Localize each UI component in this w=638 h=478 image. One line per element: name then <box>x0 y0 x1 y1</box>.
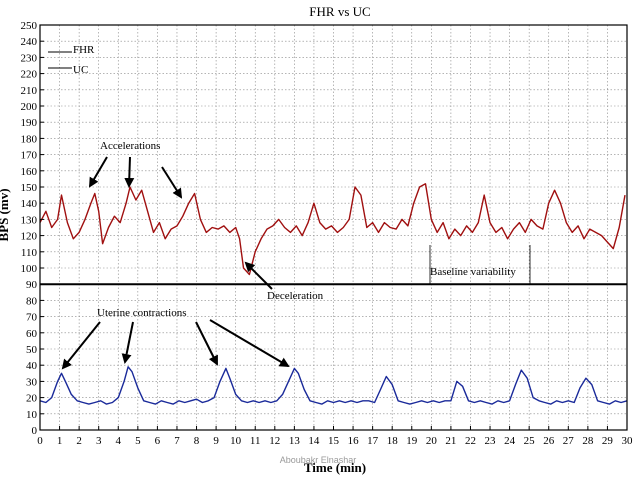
x-tick-label-16: 16 <box>348 435 360 447</box>
y-tick-label-0: 0 <box>32 425 38 437</box>
legend: FHR UC <box>48 44 95 76</box>
x-tick-label-5: 5 <box>135 435 141 447</box>
arrow-uc-2 <box>121 321 134 364</box>
x-tick-label-10: 10 <box>230 435 242 447</box>
y-tick-label-120: 120 <box>21 231 38 243</box>
arrow-acceleration-1 <box>88 156 108 188</box>
y-tick-label-180: 180 <box>21 133 38 145</box>
y-tick-label-200: 200 <box>21 101 38 113</box>
arrow-acceleration-2 <box>124 156 135 188</box>
y-tick-label-20: 20 <box>26 393 38 405</box>
y-tick-label-70: 70 <box>26 312 38 324</box>
y-tick-label-250: 250 <box>21 20 38 32</box>
x-tick-label-14: 14 <box>308 435 320 447</box>
x-tick-label-18: 18 <box>387 435 399 447</box>
y-tick-label-60: 60 <box>26 328 38 340</box>
annotation-deceleration: Deceleration <box>267 290 324 302</box>
grid <box>39 24 628 431</box>
arrow-acceleration-3 <box>161 166 183 199</box>
series-group <box>39 183 628 405</box>
x-tick-label-19: 19 <box>406 435 418 447</box>
x-tick-label-6: 6 <box>155 435 161 447</box>
x-tick-label-15: 15 <box>328 435 340 447</box>
y-tick-label-100: 100 <box>21 263 38 275</box>
x-tick-label-21: 21 <box>445 435 456 447</box>
x-tick-label-13: 13 <box>289 435 301 447</box>
x-tick-label-20: 20 <box>426 435 438 447</box>
y-tick-label-220: 220 <box>21 69 38 81</box>
x-tick-label-0: 0 <box>37 435 43 447</box>
tick-labels: 0 1 2 3 4 5 6 7 8 9 10 11 12 13 14 15 16 17 18 19 20 21 22 23 24… <box>21 20 634 447</box>
y-tick-label-50: 50 <box>26 344 38 356</box>
x-tick-label-26: 26 <box>543 435 555 447</box>
watermark: Aboubakr Elnashar <box>280 455 357 465</box>
y-tick-label-140: 140 <box>21 198 38 210</box>
y-tick-label-150: 150 <box>21 182 38 194</box>
baseline-bracket <box>429 245 531 285</box>
x-tick-label-24: 24 <box>504 435 516 447</box>
x-tick-label-2: 2 <box>76 435 82 447</box>
x-tick-label-9: 9 <box>213 435 219 447</box>
x-tick-label-25: 25 <box>524 435 536 447</box>
x-tick-label-7: 7 <box>174 435 180 447</box>
chart-title: FHR vs UC <box>309 4 370 19</box>
x-tick-label-28: 28 <box>582 435 594 447</box>
x-tick-label-8: 8 <box>194 435 200 447</box>
y-tick-label-160: 160 <box>21 166 38 178</box>
y-tick-label-170: 170 <box>21 150 38 162</box>
y-tick-label-240: 240 <box>21 36 38 48</box>
y-tick-label-190: 190 <box>21 117 38 129</box>
y-axis-label: BPS (mv) <box>0 188 11 241</box>
x-tick-label-4: 4 <box>116 435 122 447</box>
x-tick-label-27: 27 <box>563 435 575 447</box>
y-tick-label-10: 10 <box>26 409 38 421</box>
y-tick-label-230: 230 <box>21 52 38 64</box>
legend-label-fhr: FHR <box>73 44 95 56</box>
arrow-uc-4 <box>209 319 290 368</box>
y-tick-label-30: 30 <box>26 376 38 388</box>
x-tick-label-1: 1 <box>57 435 63 447</box>
x-tick-label-29: 29 <box>602 435 614 447</box>
x-tick-label-12: 12 <box>269 435 280 447</box>
x-tick-label-22: 22 <box>465 435 476 447</box>
annotations: Accelerations Deceleration Baseline vari… <box>61 140 531 370</box>
x-tick-label-3: 3 <box>96 435 102 447</box>
x-tick-label-11: 11 <box>250 435 261 447</box>
arrow-uc-1 <box>61 321 101 370</box>
x-tick-label-30: 30 <box>622 435 634 447</box>
arrow-uc-3 <box>195 321 218 366</box>
y-tick-label-40: 40 <box>26 360 38 372</box>
x-tick-label-23: 23 <box>485 435 497 447</box>
series-line-uc <box>39 366 628 405</box>
legend-label-uc: UC <box>73 64 88 76</box>
arrow-deceleration <box>244 261 273 290</box>
y-tick-label-130: 130 <box>21 214 38 226</box>
y-tick-label-80: 80 <box>26 295 38 307</box>
series-line-fhr <box>39 183 626 276</box>
x-tick-label-17: 17 <box>367 435 379 447</box>
y-tick-label-110: 110 <box>21 247 38 259</box>
x-axis-label: Time (min) <box>304 460 366 475</box>
y-tick-label-210: 210 <box>21 85 38 97</box>
annotation-accelerations: Accelerations <box>100 140 160 152</box>
y-tick-label-90: 90 <box>26 279 38 291</box>
annotation-uterine-contractions: Uterine contractions <box>97 307 187 319</box>
annotation-baseline-variability: Baseline variability <box>430 266 516 278</box>
